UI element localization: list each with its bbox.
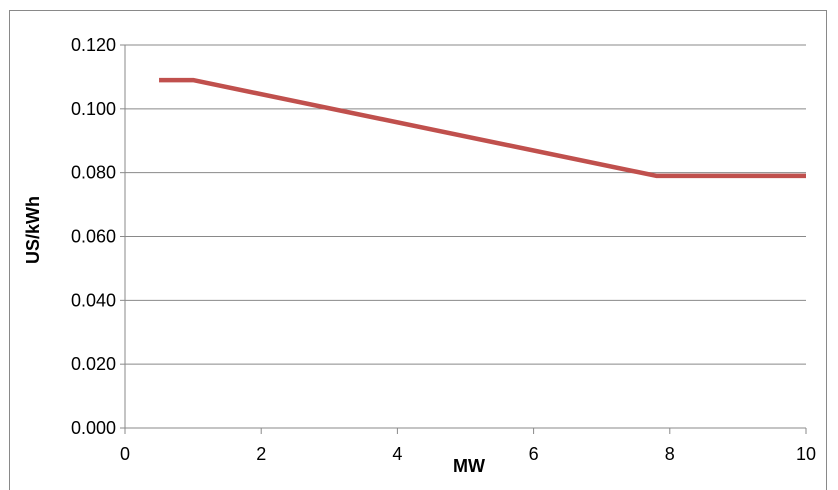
y-tick-label: 0.100 <box>71 99 116 119</box>
y-tick-label: 0.020 <box>71 354 116 374</box>
y-tick-label: 0.040 <box>71 290 116 310</box>
y-tick-label: 0.060 <box>71 227 116 247</box>
series-line <box>159 77 806 179</box>
x-tick-label: 4 <box>392 444 402 464</box>
x-tick-label: 10 <box>796 444 816 464</box>
y-axis-title: US/kWh <box>23 196 43 264</box>
y-tick-label: 0.120 <box>71 35 116 55</box>
y-tick-label: 0.000 <box>71 418 116 438</box>
x-tick-label: 6 <box>529 444 539 464</box>
x-tick-label: 8 <box>665 444 675 464</box>
x-tick-label: 0 <box>120 444 130 464</box>
x-tick-label: 2 <box>256 444 266 464</box>
x-axis-tick-labels: 0 2 4 6 8 10 <box>120 444 816 464</box>
gridlines <box>125 44 806 365</box>
series-layer <box>159 77 806 179</box>
y-tick-label: 0.080 <box>71 163 116 183</box>
chart-area <box>9 10 827 490</box>
x-axis-title: MW <box>453 456 485 476</box>
axes <box>120 44 807 434</box>
y-axis-tick-labels: 0.000 0.020 0.040 0.060 0.080 0.100 0.120 <box>71 35 116 438</box>
line-chart: 0.000 0.020 0.040 0.060 0.080 0.100 0.120 0 2 4 6… <box>23 35 816 476</box>
